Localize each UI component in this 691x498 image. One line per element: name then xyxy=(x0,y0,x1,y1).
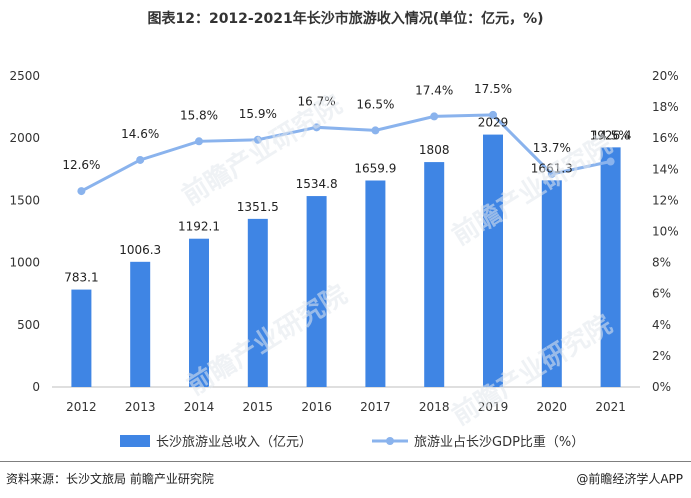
x-axis-tick-label: 2018 xyxy=(419,400,450,414)
bar xyxy=(424,162,445,387)
right-axis-tick-label: 12% xyxy=(652,193,679,207)
line-point xyxy=(195,137,203,146)
bar-value-label: 1534.8 xyxy=(296,177,338,191)
line-point xyxy=(371,126,380,135)
legend-line-label: 旅游业占长沙GDP比重（%） xyxy=(414,434,584,450)
chart-title: 图表12：2012-2021年长沙市旅游收入情况(单位：亿元，%) xyxy=(147,11,544,27)
left-axis-tick-label: 1500 xyxy=(9,193,40,207)
bar-value-label: 1661.3 xyxy=(531,161,573,175)
bar xyxy=(365,180,386,387)
line-point xyxy=(136,155,145,164)
bar-value-label: 2029 xyxy=(478,116,509,130)
line-value-label: 17.4% xyxy=(415,83,453,97)
left-axis-tick-label: 0 xyxy=(32,380,40,394)
line-value-label: 12.6% xyxy=(62,158,100,172)
right-axis-tick-label: 14% xyxy=(652,162,679,176)
bar xyxy=(306,196,327,387)
x-axis-tick-label: 2012 xyxy=(66,400,97,414)
bar xyxy=(189,238,209,387)
bar xyxy=(600,147,621,387)
x-axis-tick-label: 2019 xyxy=(478,400,509,414)
brand-text: @前瞻经济学人APP xyxy=(576,472,683,486)
x-axis-tick-label: 2017 xyxy=(360,400,391,414)
bar-value-label: 1808 xyxy=(419,143,450,157)
line-point xyxy=(430,112,439,121)
bar xyxy=(71,289,92,387)
bar xyxy=(483,134,503,387)
left-axis-tick-label: 2500 xyxy=(9,69,40,83)
line-value-label: 16.5% xyxy=(356,97,394,111)
right-axis-tick-label: 10% xyxy=(652,225,679,239)
line-value-label: 16.7% xyxy=(298,94,336,108)
bar-value-label: 1926.4 xyxy=(590,128,632,142)
x-axis-tick-label: 2015 xyxy=(243,400,274,414)
right-axis-tick-label: 4% xyxy=(652,318,671,332)
bar-value-label: 783.1 xyxy=(64,271,98,285)
line-value-label: 14.6% xyxy=(121,127,159,141)
bar-value-label: 1006.3 xyxy=(119,243,161,257)
line-point xyxy=(253,135,262,144)
line-value-label: 14.5% xyxy=(592,129,630,143)
source-text: 资料来源：长沙文旅局 前瞻产业研究院 xyxy=(6,472,214,486)
bar-value-label: 1351.5 xyxy=(237,200,279,214)
x-axis-tick-label: 2014 xyxy=(184,400,215,414)
left-axis-tick-label: 2000 xyxy=(9,131,40,145)
x-axis-tick-label: 2016 xyxy=(301,400,332,414)
line-value-label: 13.7% xyxy=(533,141,571,155)
legend-bar-swatch xyxy=(120,435,150,447)
line-point xyxy=(547,169,556,178)
line-point xyxy=(606,157,615,166)
bar xyxy=(130,261,151,387)
line-value-label: 15.8% xyxy=(180,108,218,122)
bar xyxy=(247,218,268,387)
right-axis-tick-label: 2% xyxy=(652,349,671,363)
right-axis-tick-label: 16% xyxy=(652,131,679,145)
right-axis-tick-label: 20% xyxy=(652,69,679,83)
x-axis-tick-label: 2021 xyxy=(595,400,626,414)
line-point xyxy=(489,110,497,119)
line-value-label: 15.9% xyxy=(239,107,277,121)
left-axis-tick-label: 1000 xyxy=(9,256,40,270)
line-value-label: 17.5% xyxy=(474,82,512,96)
legend-bar-label: 长沙旅游业总收入（亿元） xyxy=(156,435,312,450)
left-axis-tick-label: 500 xyxy=(17,318,40,332)
footer: 资料来源：长沙文旅局 前瞻产业研究院 @前瞻经济学人APP xyxy=(0,461,691,498)
legend-line-marker xyxy=(386,437,394,445)
right-axis-tick-label: 6% xyxy=(652,287,671,301)
right-axis-tick-label: 0% xyxy=(652,380,671,394)
x-axis-tick-label: 2013 xyxy=(125,400,156,414)
right-axis-tick-label: 18% xyxy=(652,100,679,114)
bar-value-label: 1659.9 xyxy=(354,162,396,176)
bar xyxy=(541,180,562,387)
gdp-share-line xyxy=(80,113,611,193)
x-axis-tick-label: 2020 xyxy=(537,400,568,414)
line-point xyxy=(312,123,321,132)
right-axis-tick-label: 8% xyxy=(652,256,671,270)
line-point xyxy=(77,187,86,196)
bar-value-label: 1192.1 xyxy=(178,220,220,234)
